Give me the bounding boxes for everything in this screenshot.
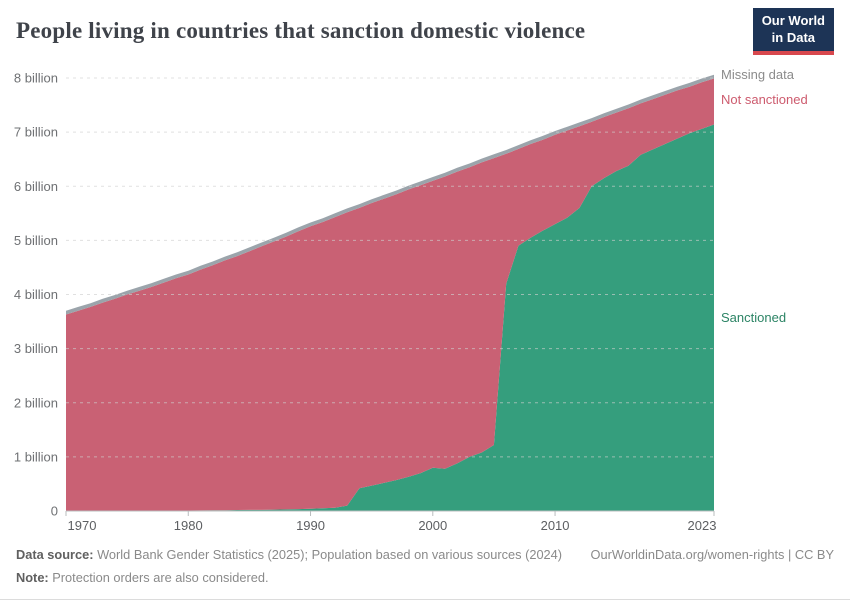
data-source-text: Data source: World Bank Gender Statistic… <box>16 547 562 562</box>
y-axis-label: 3 billion <box>14 341 58 356</box>
sanctioned-area[interactable] <box>66 124 714 512</box>
owid-cc-link[interactable]: OurWorldinData.org/women-rights | CC BY <box>590 547 834 562</box>
stacked-area-chart[interactable]: 0 1 billion 2 billion 3 billion 4 billion 5 b… <box>0 58 850 548</box>
note-value: Protection orders are also considered. <box>48 570 269 585</box>
x-axis-label: 2000 <box>418 518 447 533</box>
legend-sanctioned[interactable]: Sanctioned <box>721 310 787 325</box>
page-title: People living in countries that sanction… <box>16 18 586 43</box>
y-axis-label: 1 billion <box>14 449 58 464</box>
x-axis-label: 2010 <box>541 518 570 533</box>
data-source-label: Data source: <box>16 547 94 562</box>
y-axis-label: 2 billion <box>14 395 58 410</box>
y-axis-label: 4 billion <box>14 287 58 302</box>
y-axis-label: 6 billion <box>14 179 58 194</box>
y-axis-label: 8 billion <box>14 71 58 86</box>
x-axis-label: 1980 <box>174 518 203 533</box>
footer: Data source: World Bank Gender Statistic… <box>16 547 834 562</box>
data-source-value: World Bank Gender Statistics (2025); Pop… <box>93 547 563 562</box>
x-axis-label: 1990 <box>296 518 325 533</box>
owid-logo-line1: Our World <box>761 13 825 28</box>
x-axis-label: 1970 <box>68 518 97 533</box>
y-axis-label: 0 <box>51 504 58 519</box>
owid-logo[interactable]: Our World in Data <box>752 8 834 55</box>
missing-data-area[interactable] <box>66 74 714 315</box>
y-axis-label: 5 billion <box>14 233 58 248</box>
legend-missing-data[interactable]: Missing data <box>721 67 794 82</box>
footer-note: Note: Protection orders are also conside… <box>16 570 269 585</box>
y-axis-label: 7 billion <box>14 125 58 140</box>
x-axis-label: 2023 <box>688 518 717 533</box>
owid-logo-line2: in Data <box>771 29 816 45</box>
note-label: Note: <box>16 570 49 585</box>
legend-not-sanctioned[interactable]: Not sanctioned <box>721 92 808 107</box>
